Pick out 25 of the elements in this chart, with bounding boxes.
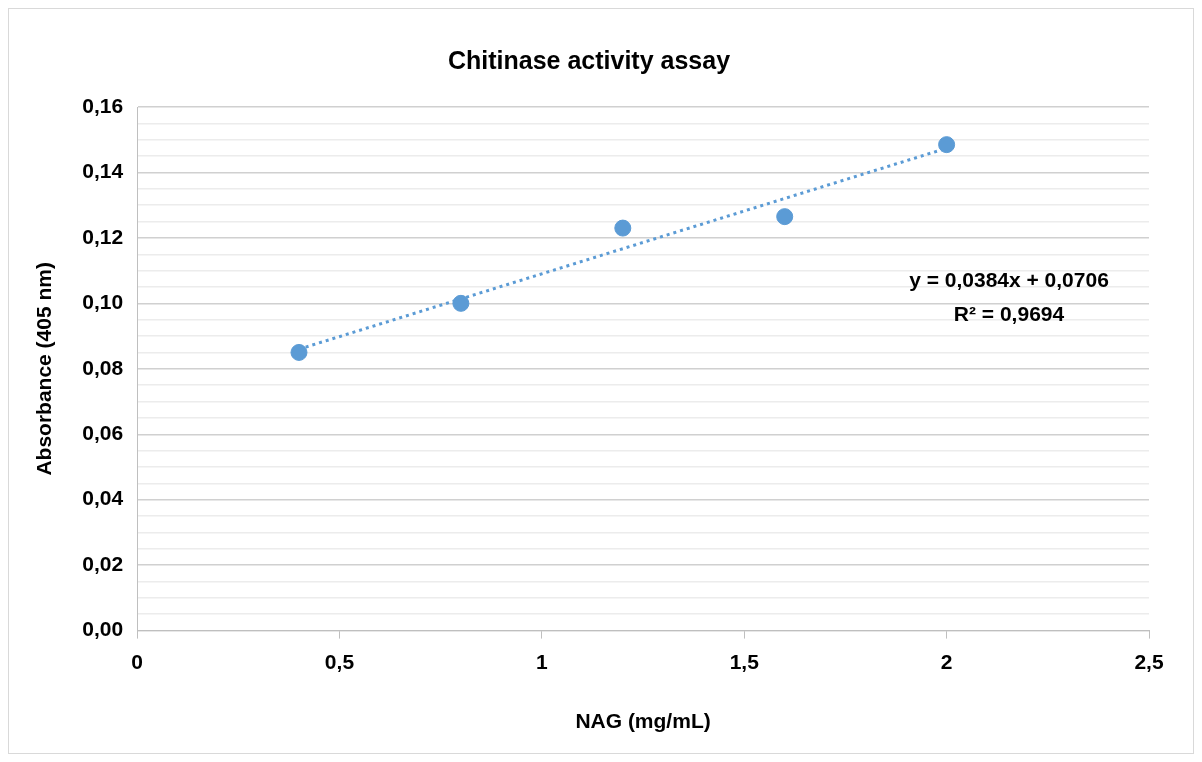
point — [938, 136, 956, 154]
y-tick-label: 0,10 — [82, 290, 124, 314]
y-tick-label: 0,14 — [82, 159, 124, 183]
y-tick-label: 0,06 — [82, 421, 124, 445]
x-tick-label: 0 — [131, 650, 143, 673]
annotation: R² = 0,9694 — [953, 302, 1065, 325]
y-tick-label: 0,00 — [82, 617, 124, 641]
point — [452, 294, 470, 312]
point — [614, 219, 632, 237]
annotation: y = 0,0384x + 0,0706 — [909, 268, 1109, 291]
x-tick-label: 0,5 — [324, 650, 355, 673]
point — [290, 343, 308, 361]
y-tick-label: 0,04 — [82, 486, 124, 510]
y-tick-label: 0,12 — [82, 224, 124, 248]
y-tick-label: 0,08 — [82, 355, 124, 379]
y-tick-label: 0,02 — [82, 551, 124, 575]
x-axis-title: NAG (mg/mL) — [575, 709, 711, 733]
x-tick-label: 2 — [940, 650, 953, 673]
point — [776, 208, 794, 226]
x-tick-label: 2,5 — [1134, 650, 1164, 673]
x-tick-label: 1,5 — [729, 650, 760, 673]
x-tick-label: 1 — [536, 650, 548, 673]
chart-title: Chitinase activity assay — [447, 45, 731, 74]
y-axis-title: Absorbance (405 nm) — [32, 262, 56, 476]
y-tick-label: 0,16 — [82, 93, 124, 117]
